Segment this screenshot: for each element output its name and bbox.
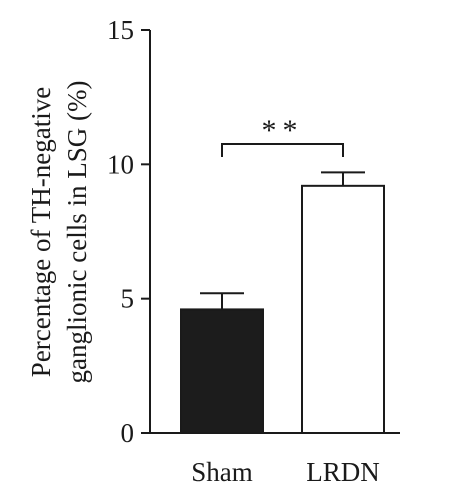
y-tick-label: 5	[121, 284, 135, 314]
significance-annotation: **	[221, 114, 344, 157]
y-axis-title-line-2: ganglionic cells in LSG (%)	[62, 81, 92, 384]
y-axis-title-line-1: Percentage of TH-negative	[26, 87, 56, 377]
significance-bracket	[221, 143, 344, 157]
bar-lrdn	[301, 184, 385, 434]
y-tick-label: 0	[121, 418, 135, 448]
y-tick-label: 10	[107, 149, 134, 179]
y-tick-label: 15	[107, 15, 134, 45]
bar-sham	[180, 308, 264, 434]
x-axis: Sham LRDN	[150, 432, 400, 487]
y-axis: 0 5 10 15	[107, 15, 151, 448]
y-axis-title: Percentage of TH-negative ganglionic cel…	[26, 81, 92, 384]
x-tick-label: Sham	[191, 457, 253, 487]
x-tick-label: LRDN	[306, 457, 380, 487]
significance-label: **	[262, 114, 304, 147]
bars	[180, 171, 385, 434]
